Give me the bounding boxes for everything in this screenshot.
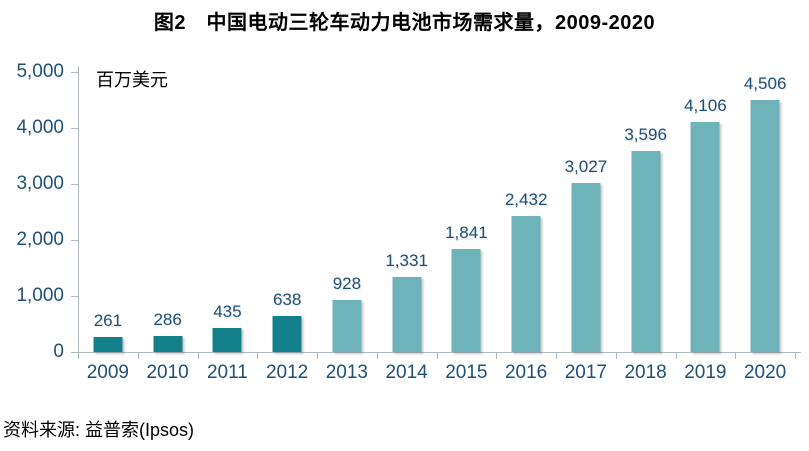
x-axis-label-2016: 2016 <box>504 362 548 383</box>
bar-2010 <box>153 335 183 352</box>
bar-value-label-2019: 4,106 <box>684 96 727 116</box>
bar-2020 <box>750 99 780 352</box>
x-tick-mark <box>675 353 677 359</box>
chart-title: 图2 中国电动三轮车动力电池市场需求量，2009-2020 <box>153 12 656 34</box>
y-tick-label: 3,000 <box>16 173 64 194</box>
x-tick-mark <box>615 353 617 359</box>
x-axis-label-2011: 2011 <box>206 362 248 383</box>
x-tick-mark <box>78 353 79 359</box>
y-axis-line <box>78 66 79 358</box>
bar-value-label-2016: 2,432 <box>504 189 548 209</box>
x-tick-mark <box>556 353 557 359</box>
bar-column-2017: 3,027 <box>556 72 616 352</box>
bar-column-2013: 928 <box>317 72 377 352</box>
bar-value-label-2020: 4,506 <box>743 73 787 93</box>
bar-2019 <box>690 122 720 352</box>
bar-value-label-2012: 638 <box>272 290 302 310</box>
y-tick-mark <box>71 128 78 129</box>
x-axis-label-2019: 2019 <box>684 362 727 383</box>
y-tick-label: 0 <box>53 341 64 362</box>
bar-2012 <box>272 316 302 352</box>
bar-value-label-2010: 286 <box>153 309 182 329</box>
bar-series: 261 286 435 638 928 1,331 1,841 2,432 3,027 3,596… <box>78 72 795 352</box>
y-tick-mark <box>71 72 78 73</box>
y-tick-mark <box>71 240 78 241</box>
x-axis-line <box>71 352 801 353</box>
x-tick-mark <box>137 353 139 359</box>
bar-2013 <box>332 300 362 352</box>
x-axis-label-2010: 2010 <box>146 362 189 383</box>
x-axis-label-2015: 2015 <box>445 362 488 383</box>
x-tick-mark <box>795 353 796 359</box>
bar-column-2012: 638 <box>257 72 317 352</box>
bar-2015 <box>451 248 481 352</box>
x-tick-mark <box>735 353 737 359</box>
y-tick-label: 2,000 <box>16 229 64 250</box>
y-tick-mark <box>71 296 78 297</box>
bar-2009 <box>93 337 123 352</box>
x-tick-mark <box>496 353 498 359</box>
bar-column-2016: 2,432 <box>496 72 556 352</box>
x-tick-mark <box>376 353 378 359</box>
bar-column-2010: 286 <box>138 72 198 352</box>
bar-column-2020: 4,506 <box>735 72 795 352</box>
y-tick-mark <box>71 352 78 353</box>
y-tick-label: 4,000 <box>16 117 64 138</box>
y-axis-unit-label: 百万美元 <box>96 70 168 90</box>
x-axis-label-2018: 2018 <box>624 362 667 383</box>
bar-2014 <box>392 277 422 352</box>
x-axis-label-2009: 2009 <box>86 362 130 383</box>
x-tick-mark <box>257 353 259 359</box>
bar-2016 <box>511 215 541 352</box>
bar-column-2019: 4,106 <box>676 72 736 352</box>
bar-column-2011: 435 <box>198 72 258 352</box>
bar-column-2015: 1,841 <box>437 72 497 352</box>
bar-column-2014: 1,331 <box>377 72 437 352</box>
bar-value-label-2015: 1,841 <box>445 222 488 242</box>
bar-2017 <box>571 182 601 352</box>
x-tick-mark <box>317 353 318 359</box>
x-axis-label-2020: 2020 <box>743 362 787 383</box>
bar-2011 <box>212 327 242 352</box>
y-tick-label: 1,000 <box>16 285 64 306</box>
bar-value-label-2011: 435 <box>213 301 242 321</box>
bar-value-label-2013: 928 <box>332 274 362 294</box>
bar-value-label-2009: 261 <box>93 311 123 331</box>
x-axis-label-2013: 2013 <box>325 362 369 383</box>
x-axis-label-2014: 2014 <box>385 362 428 383</box>
bar-value-label-2014: 1,331 <box>385 251 428 271</box>
x-axis-label-2017: 2017 <box>564 362 608 383</box>
bar-2018 <box>631 150 661 352</box>
x-tick-mark <box>197 353 199 359</box>
bar-column-2018: 3,596 <box>616 72 676 352</box>
y-tick-label: 5,000 <box>16 61 64 82</box>
bar-value-label-2017: 3,027 <box>564 156 608 176</box>
source-note: 资料来源: 益普索(Ipsos) <box>3 420 195 440</box>
bar-column-2009: 261 <box>78 72 138 352</box>
x-tick-mark <box>436 353 438 359</box>
y-tick-mark <box>71 184 78 185</box>
bar-value-label-2018: 3,596 <box>624 124 667 144</box>
x-axis-label-2012: 2012 <box>265 362 309 383</box>
